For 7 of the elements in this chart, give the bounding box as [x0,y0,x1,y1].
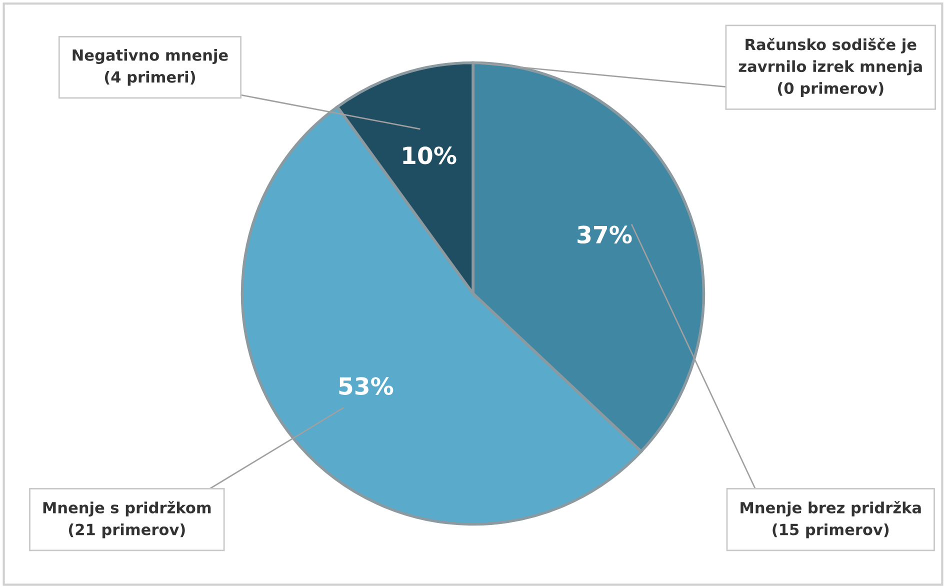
category-label: Računsko sodišče je zavrnilo izrek mnenja (0 primerov) [738,38,922,97]
slice-label: Mnenje brez pridržka (15 primerov) [740,500,921,538]
data-label: 53% [339,377,394,395]
slice-label: Negativno mnenje (4 primeri) [72,49,228,86]
data-label: 10% [403,146,456,164]
data-label: 37% [578,226,632,244]
slice-label: Mnenje s pridržkom (21 primerov) [43,500,211,538]
